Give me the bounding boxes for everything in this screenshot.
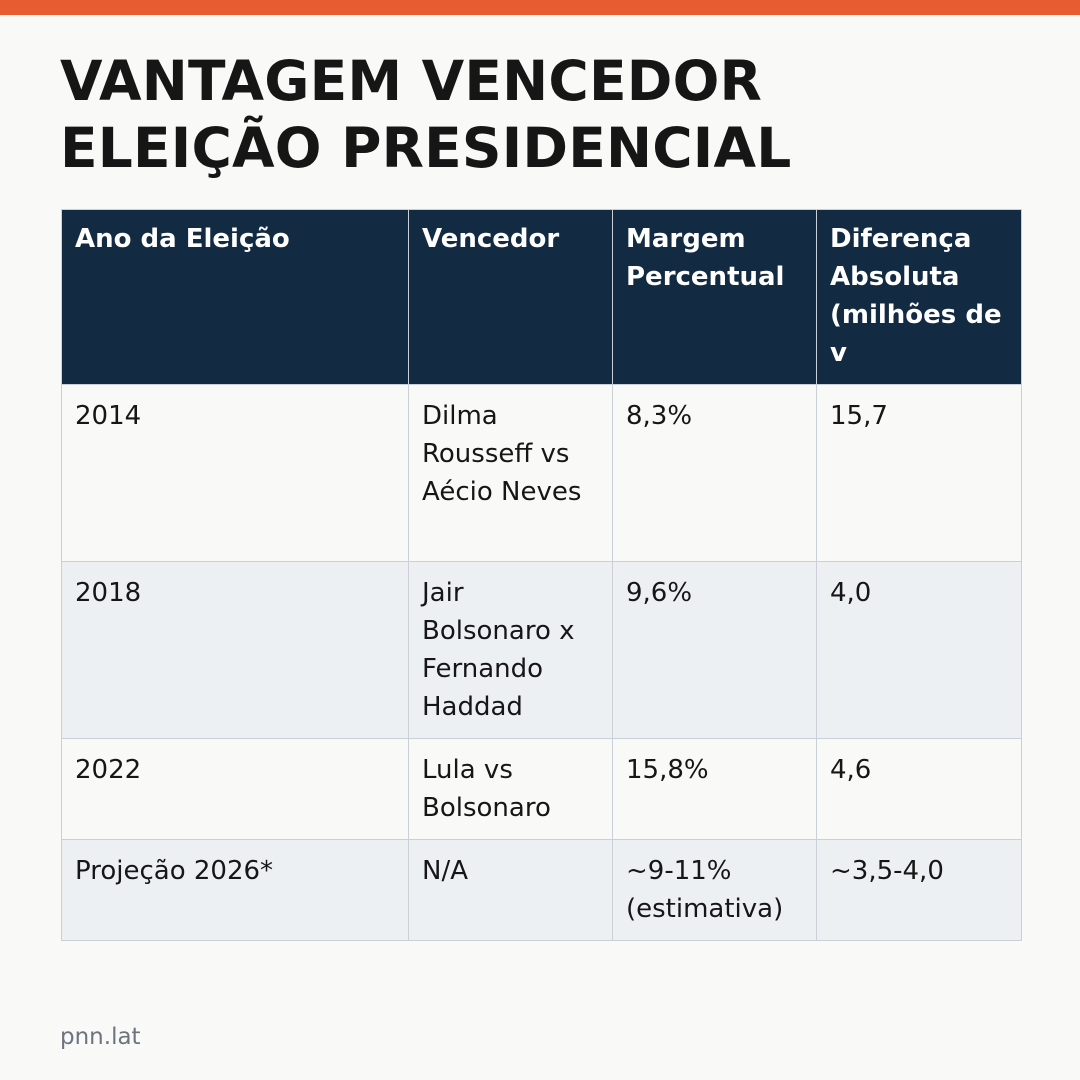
cell-year: 2018: [61, 561, 409, 739]
header-margin: Margem Percentual: [612, 209, 817, 385]
election-margin-table: Ano da Eleição Vencedor Margem Percentua…: [61, 209, 1022, 941]
table-row: 2018 Jair Bolsonaro x Fernando Haddad 9,…: [61, 561, 1022, 739]
title-line-1: VANTAGEM VENCEDOR: [60, 49, 763, 113]
cell-difference: 4,0: [816, 561, 1022, 739]
cell-winner: N/A: [408, 839, 613, 941]
cell-margin: ~9-11% (estimativa): [612, 839, 817, 941]
cell-difference: ~3,5-4,0: [816, 839, 1022, 941]
header-year: Ano da Eleição: [61, 209, 409, 385]
footer-site-label: pnn.lat: [60, 1024, 141, 1050]
cell-winner: Dilma Rousseff vs Aécio Neves: [408, 384, 613, 562]
cell-margin: 8,3%: [612, 384, 817, 562]
cell-winner: Jair Bolsonaro x Fernando Haddad: [408, 561, 613, 739]
cell-margin: 15,8%: [612, 738, 817, 840]
accent-bar: [0, 0, 1080, 15]
page-title: VANTAGEM VENCEDOR ELEIÇÃO PRESIDENCIAL: [60, 48, 792, 182]
table-row: 2022 Lula vs Bolsonaro 15,8% 4,6: [61, 738, 1022, 840]
header-winner: Vencedor: [408, 209, 613, 385]
header-difference: Diferença Absoluta (milhões de v: [816, 209, 1022, 385]
cell-margin: 9,6%: [612, 561, 817, 739]
cell-year: 2022: [61, 738, 409, 840]
cell-year: Projeção 2026*: [61, 839, 409, 941]
table-row: Projeção 2026* N/A ~9-11% (estimativa) ~…: [61, 839, 1022, 941]
cell-difference: 15,7: [816, 384, 1022, 562]
cell-difference: 4,6: [816, 738, 1022, 840]
table-header-row: Ano da Eleição Vencedor Margem Percentua…: [61, 209, 1022, 385]
cell-winner: Lula vs Bolsonaro: [408, 738, 613, 840]
table-row: 2014 Dilma Rousseff vs Aécio Neves 8,3% …: [61, 384, 1022, 562]
title-line-2: ELEIÇÃO PRESIDENCIAL: [60, 116, 792, 180]
cell-year: 2014: [61, 384, 409, 562]
